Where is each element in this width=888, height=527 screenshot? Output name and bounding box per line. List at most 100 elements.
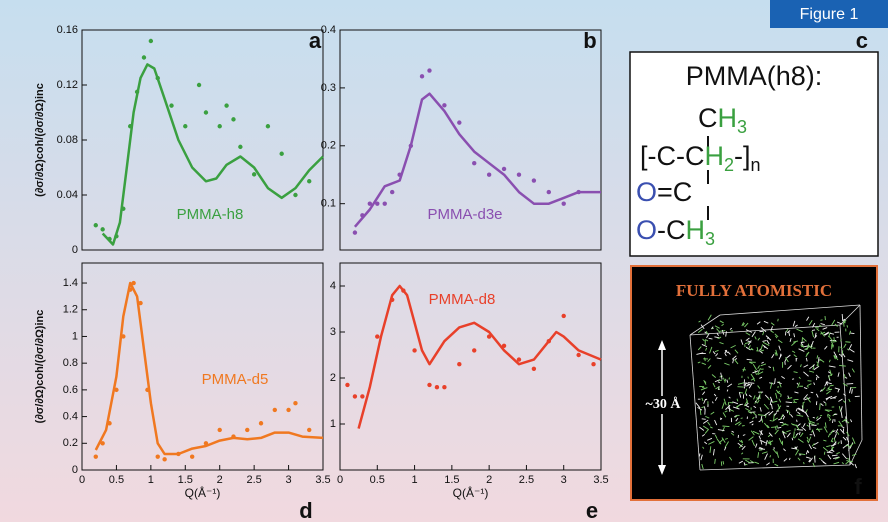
atom-bond: [844, 374, 845, 378]
data-point: [353, 394, 357, 398]
y-tick-label: 0.16: [57, 24, 78, 36]
x-tick-label: 1: [412, 474, 418, 486]
data-point: [547, 339, 551, 343]
data-point: [197, 83, 201, 87]
data-point: [427, 68, 431, 72]
data-point: [162, 457, 166, 461]
data-point: [487, 334, 491, 338]
data-point: [94, 454, 98, 458]
atom-bond: [828, 415, 829, 418]
x-tick-label: 0.5: [109, 474, 124, 486]
structure-title: PMMA(h8):: [686, 61, 823, 91]
data-point: [360, 213, 364, 217]
data-point: [252, 172, 256, 176]
data-point: [238, 145, 242, 149]
atom-bond: [797, 430, 803, 431]
y-tick-label: 0: [72, 464, 78, 476]
atom-bond: [801, 342, 805, 343]
y-axis-label: (∂σ/∂Ω)coh/(∂σ/∂Ω)inc: [34, 83, 46, 197]
y-tick-label: 1.2: [63, 304, 78, 316]
formula-part: n: [751, 155, 761, 175]
data-point: [169, 103, 173, 107]
x-tick-label: 1.5: [178, 474, 193, 486]
data-point: [114, 234, 118, 238]
y-tick-label: 0.04: [57, 189, 78, 201]
data-point: [532, 367, 536, 371]
data-point: [218, 428, 222, 432]
formula-part: C: [698, 103, 718, 133]
x-axis-label: Q(Å⁻¹): [453, 485, 489, 500]
y-tick-label: 0.1: [321, 198, 336, 210]
panel-label: c: [856, 28, 868, 53]
atom-bond: [786, 402, 792, 403]
data-point: [532, 178, 536, 182]
atom-bond: [770, 420, 772, 421]
data-point: [591, 362, 595, 366]
x-tick-label: 0: [337, 474, 343, 486]
panel-label: d: [299, 498, 312, 522]
formula-part: O: [636, 177, 657, 207]
y-tick-label: 0.2: [63, 437, 78, 449]
y-tick-label: 0.4: [321, 24, 336, 36]
atom-bond: [833, 341, 837, 342]
data-point: [94, 223, 98, 227]
y-tick-label: 1: [330, 418, 336, 430]
data-point: [383, 201, 387, 205]
data-point: [401, 288, 405, 292]
y-tick-label: 0.08: [57, 134, 78, 146]
data-point: [156, 454, 160, 458]
data-point: [562, 314, 566, 318]
data-point: [245, 428, 249, 432]
atom-bond: [850, 333, 854, 334]
data-point: [397, 173, 401, 177]
atom-bond: [811, 392, 813, 393]
formula-part: H: [718, 103, 738, 133]
atom-bond: [722, 426, 729, 427]
atom-bond: [795, 358, 797, 359]
x-tick-label: 3: [561, 474, 567, 486]
panel-label: b: [583, 28, 596, 53]
data-point: [121, 334, 125, 338]
formula-part: [-C-C: [640, 141, 704, 171]
data-point: [224, 103, 228, 107]
panel-label: f: [854, 474, 862, 499]
data-point: [293, 401, 297, 405]
data-point: [502, 344, 506, 348]
x-tick-label: 0: [79, 474, 85, 486]
data-point: [442, 385, 446, 389]
data-point: [307, 428, 311, 432]
data-point: [135, 90, 139, 94]
data-point: [286, 408, 290, 412]
formula-part: -]: [734, 141, 751, 171]
formula-line: O-CH3: [636, 215, 715, 249]
x-tick-label: 2: [217, 474, 223, 486]
atom-bond: [804, 462, 805, 464]
y-tick-label: 2: [330, 372, 336, 384]
x-tick-label: 1.5: [444, 474, 459, 486]
data-point: [457, 362, 461, 366]
data-point: [121, 207, 125, 211]
data-point: [427, 383, 431, 387]
data-point: [156, 76, 160, 80]
y-tick-label: 1.4: [63, 277, 78, 289]
y-tick-label: 4: [330, 280, 336, 292]
data-point: [131, 281, 135, 285]
data-point: [266, 124, 270, 128]
panel-label: e: [586, 498, 598, 522]
atom-bond: [757, 347, 758, 351]
size-label: ~30 Å: [646, 396, 682, 412]
data-point: [368, 201, 372, 205]
data-point: [190, 454, 194, 458]
data-point: [375, 201, 379, 205]
atom-bond: [820, 415, 822, 416]
atom-bond: [846, 384, 853, 385]
data-point: [420, 74, 424, 78]
y-tick-label: 0.8: [63, 357, 78, 369]
formula-part: 3: [737, 117, 747, 137]
formula-part: -C: [657, 215, 686, 245]
x-tick-label: 3.5: [315, 474, 330, 486]
data-point: [128, 124, 132, 128]
x-tick-label: 3.5: [593, 474, 608, 486]
formula-part: 3: [705, 229, 715, 249]
data-point: [345, 383, 349, 387]
